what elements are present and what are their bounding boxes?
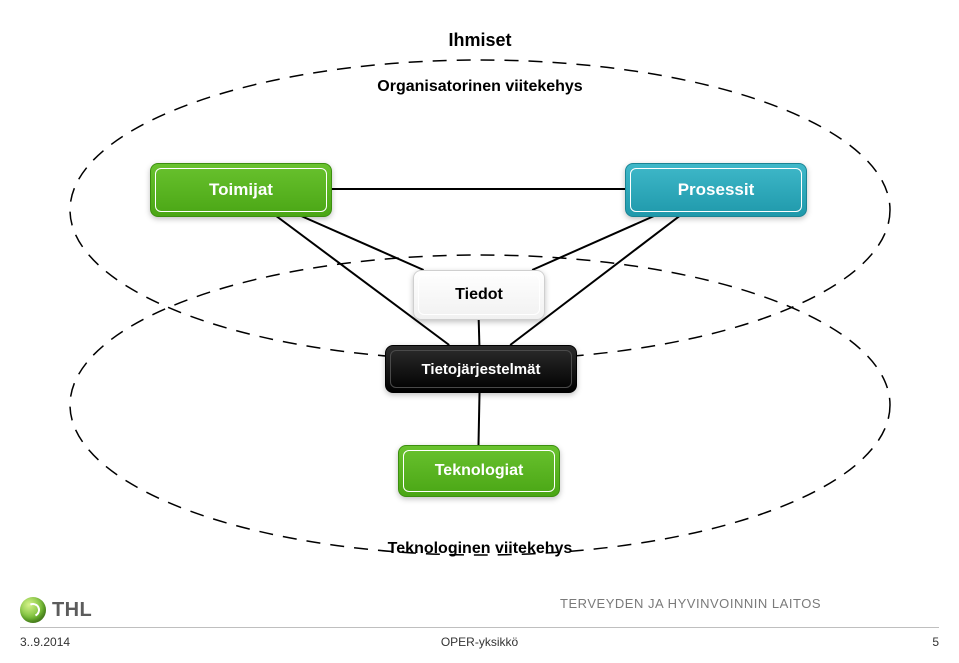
footer-date: 3..9.2014 xyxy=(20,635,70,649)
slide-footer: 3..9.2014 OPER-yksikkö 5 xyxy=(0,627,959,663)
edge xyxy=(479,318,480,345)
title-organisatorinen: Organisatorinen viitekehys xyxy=(377,78,582,96)
footer-unit: OPER-yksikkö xyxy=(441,635,518,649)
globe-icon xyxy=(20,597,46,623)
node-prosessit: Prosessit xyxy=(625,163,807,217)
edge xyxy=(532,215,656,270)
node-label: Tiedot xyxy=(455,286,503,304)
node-tiedot: Tiedot xyxy=(413,270,545,320)
title-ihmiset: Ihmiset xyxy=(448,30,511,51)
background-svg xyxy=(0,0,959,663)
title-teknologinen: Teknologinen viitekehys xyxy=(388,540,573,558)
footer-page-number: 5 xyxy=(932,635,939,649)
logo-text: THL xyxy=(52,599,92,622)
organization-title: TERVEYDEN JA HYVINVOINNIN LAITOS xyxy=(560,596,821,611)
node-label: Toimijat xyxy=(209,180,273,200)
footer-divider xyxy=(20,627,939,628)
node-label: Tietojärjestelmät xyxy=(422,361,541,378)
diagram-stage: Ihmiset Organisatorinen viitekehys Tekno… xyxy=(0,0,959,663)
node-label: Teknologiat xyxy=(435,462,524,480)
node-toimijat: Toimijat xyxy=(150,163,332,217)
edge xyxy=(478,391,479,445)
node-label: Prosessit xyxy=(678,180,755,200)
node-teknologiat: Teknologiat xyxy=(398,445,560,497)
thl-logo: THL xyxy=(20,597,92,623)
node-tietojarjestelmat: Tietojärjestelmät xyxy=(385,345,577,393)
